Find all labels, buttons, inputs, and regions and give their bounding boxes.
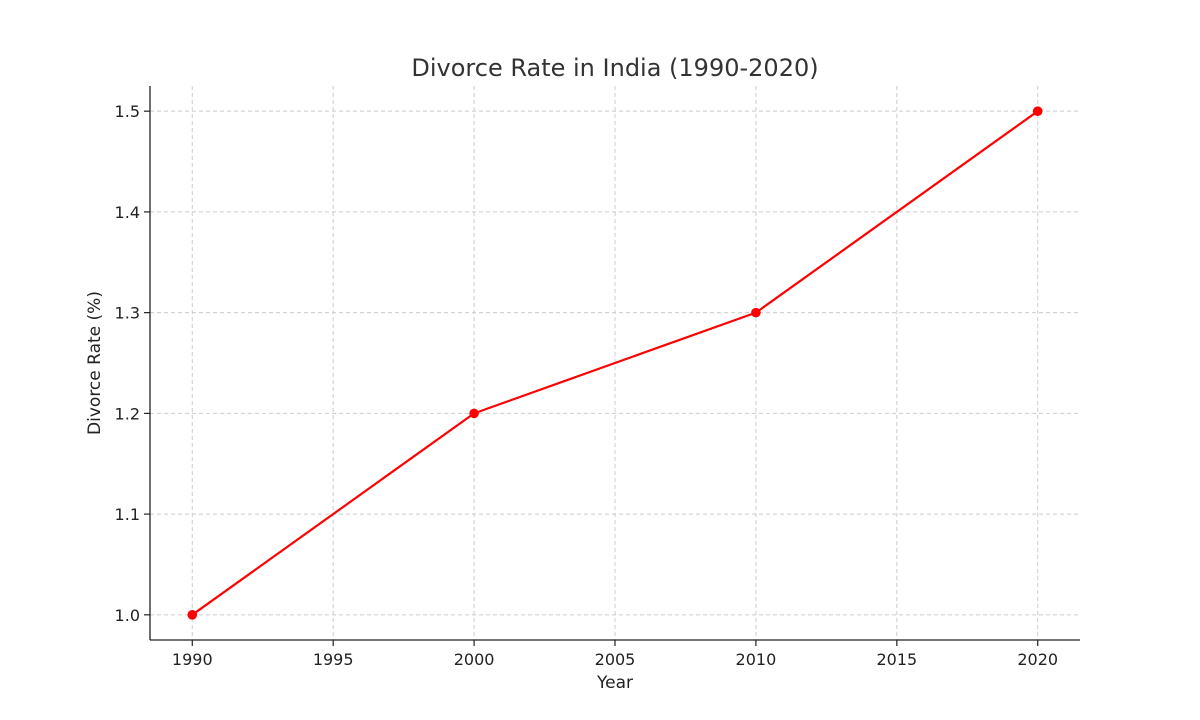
data-point	[1032, 106, 1043, 116]
x-tick-label: 2020	[1017, 650, 1058, 669]
x-tick-label: 2005	[595, 650, 636, 669]
grid-layer	[150, 86, 1080, 640]
chart-title: Divorce Rate in India (1990-2020)	[411, 54, 818, 82]
series-layer	[187, 106, 1043, 620]
y-tick-label: 1.3	[115, 304, 140, 323]
x-axis-label: Year	[596, 673, 633, 693]
x-tick-label: 1995	[313, 650, 354, 669]
y-tick-label: 1.2	[115, 404, 140, 423]
x-tick-label: 2000	[454, 650, 495, 669]
data-point	[751, 307, 761, 318]
tick-layer: 1990 1995 2000 2005 2010 2015 2020 1.0 1.1 1.2 1.3…	[115, 102, 1059, 669]
x-tick-label: 2015	[876, 650, 917, 669]
data-point	[469, 408, 479, 419]
y-tick-label: 1.1	[115, 505, 140, 524]
x-tick-label: 1990	[172, 650, 213, 669]
series-line	[191, 110, 1039, 616]
data-point	[187, 610, 198, 620]
y-axis-label: Divorce Rate (%)	[85, 291, 105, 435]
y-tick-label: 1.0	[115, 606, 140, 625]
y-tick-label: 1.4	[115, 203, 140, 222]
x-tick-label: 2010	[736, 650, 777, 669]
y-tick-label: 1.5	[115, 102, 140, 121]
